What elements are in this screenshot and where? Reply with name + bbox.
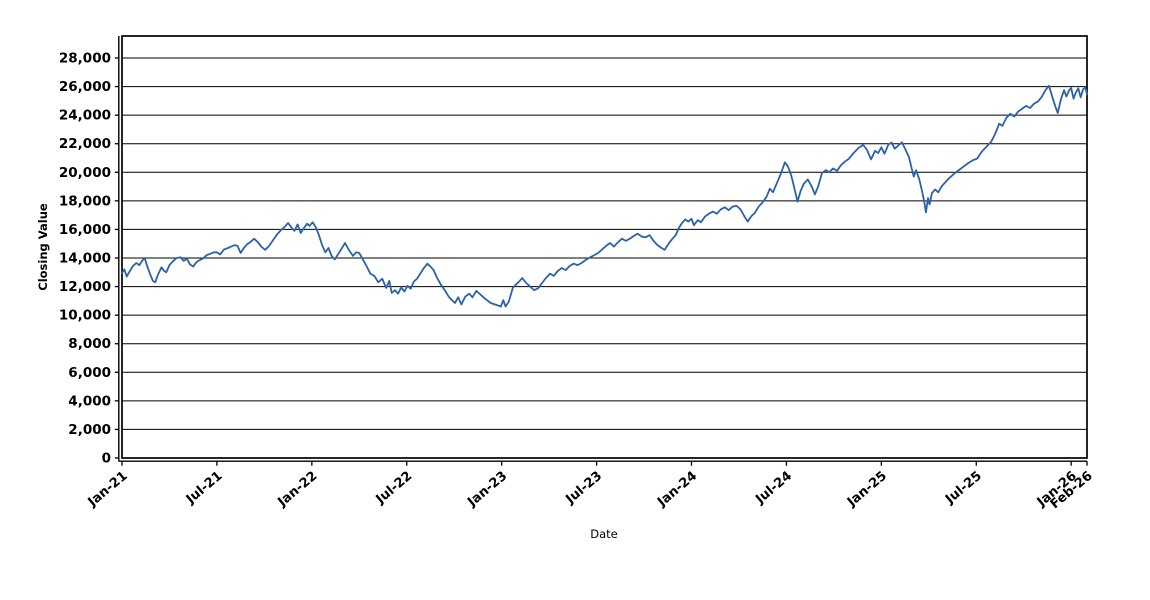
y-tick-label: 28,000 <box>59 51 111 67</box>
x-tick-label: Jul-21 <box>183 469 226 508</box>
y-tick-label: 22,000 <box>59 136 111 152</box>
series-closing-value <box>121 84 1088 308</box>
x-axis-title: Date <box>590 527 618 541</box>
y-tick-label: 2,000 <box>68 422 111 438</box>
axis-tick-labels: 0 2,000 4,000 6,000 8,000 10,000 12,000 14,000 1… <box>59 51 1096 513</box>
plot-frame <box>118 35 1088 462</box>
y-tick-label: 4,000 <box>68 393 111 409</box>
y-tick-label: 8,000 <box>68 336 111 352</box>
x-tick-label: Jan-23 <box>464 469 510 511</box>
x-tick-label: Jul-23 <box>563 469 606 508</box>
y-tick-label: 14,000 <box>59 251 111 267</box>
line-series <box>121 84 1088 308</box>
x-tick-label: Jul-24 <box>752 469 795 508</box>
x-tick-label: Jul-25 <box>942 469 985 508</box>
y-tick-label: 24,000 <box>59 108 111 124</box>
y-tick-label: 0 <box>102 451 111 467</box>
axis-ticks <box>114 57 1088 466</box>
y-tick-label: 10,000 <box>59 308 111 324</box>
x-tick-label: Jan-21 <box>85 469 131 511</box>
y-tick-label: 20,000 <box>59 165 111 181</box>
y-tick-label: 16,000 <box>59 222 111 238</box>
y-tick-label: 6,000 <box>68 365 111 381</box>
gridlines <box>122 57 1087 459</box>
x-tick-label: Jan-22 <box>274 469 320 511</box>
y-tick-label: 18,000 <box>59 193 111 209</box>
y-tick-label: 26,000 <box>59 79 111 95</box>
plot-border <box>121 35 1088 459</box>
x-tick-label: Jan-24 <box>654 469 700 511</box>
y-tick-label: 12,000 <box>59 279 111 295</box>
x-tick-label: Jan-25 <box>844 469 890 511</box>
y-axis-title: Closing Value <box>36 203 50 291</box>
x-tick-label: Jul-22 <box>373 469 416 508</box>
